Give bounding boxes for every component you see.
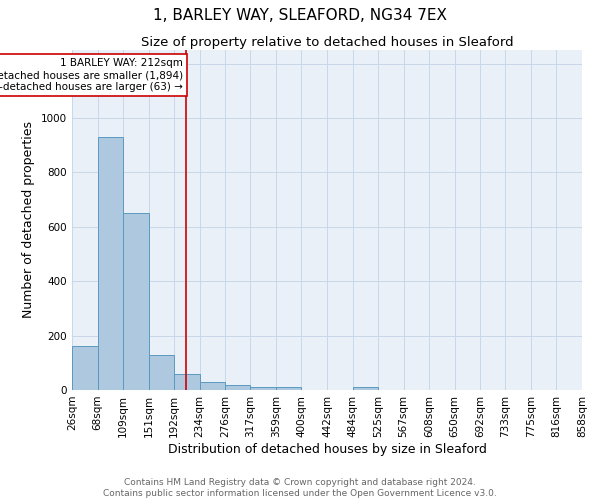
Text: 1 BARLEY WAY: 212sqm
← 97% of detached houses are smaller (1,894)
3% of semi-det: 1 BARLEY WAY: 212sqm ← 97% of detached h… [0,58,183,92]
Bar [174,374,200,390]
Text: Contains HM Land Registry data © Crown copyright and database right 2024.
Contai: Contains HM Land Registry data © Crown c… [103,478,497,498]
Bar [123,213,149,390]
Bar [225,384,250,390]
Title: Size of property relative to detached houses in Sleaford: Size of property relative to detached ho… [140,36,514,49]
Text: 1, BARLEY WAY, SLEAFORD, NG34 7EX: 1, BARLEY WAY, SLEAFORD, NG34 7EX [153,8,447,22]
Y-axis label: Number of detached properties: Number of detached properties [22,122,35,318]
Bar [353,386,378,390]
X-axis label: Distribution of detached houses by size in Sleaford: Distribution of detached houses by size … [167,442,487,456]
Bar [149,354,174,390]
Bar [276,386,301,390]
Bar [250,386,276,390]
Bar [72,346,98,390]
Bar [199,382,225,390]
Bar [98,137,123,390]
